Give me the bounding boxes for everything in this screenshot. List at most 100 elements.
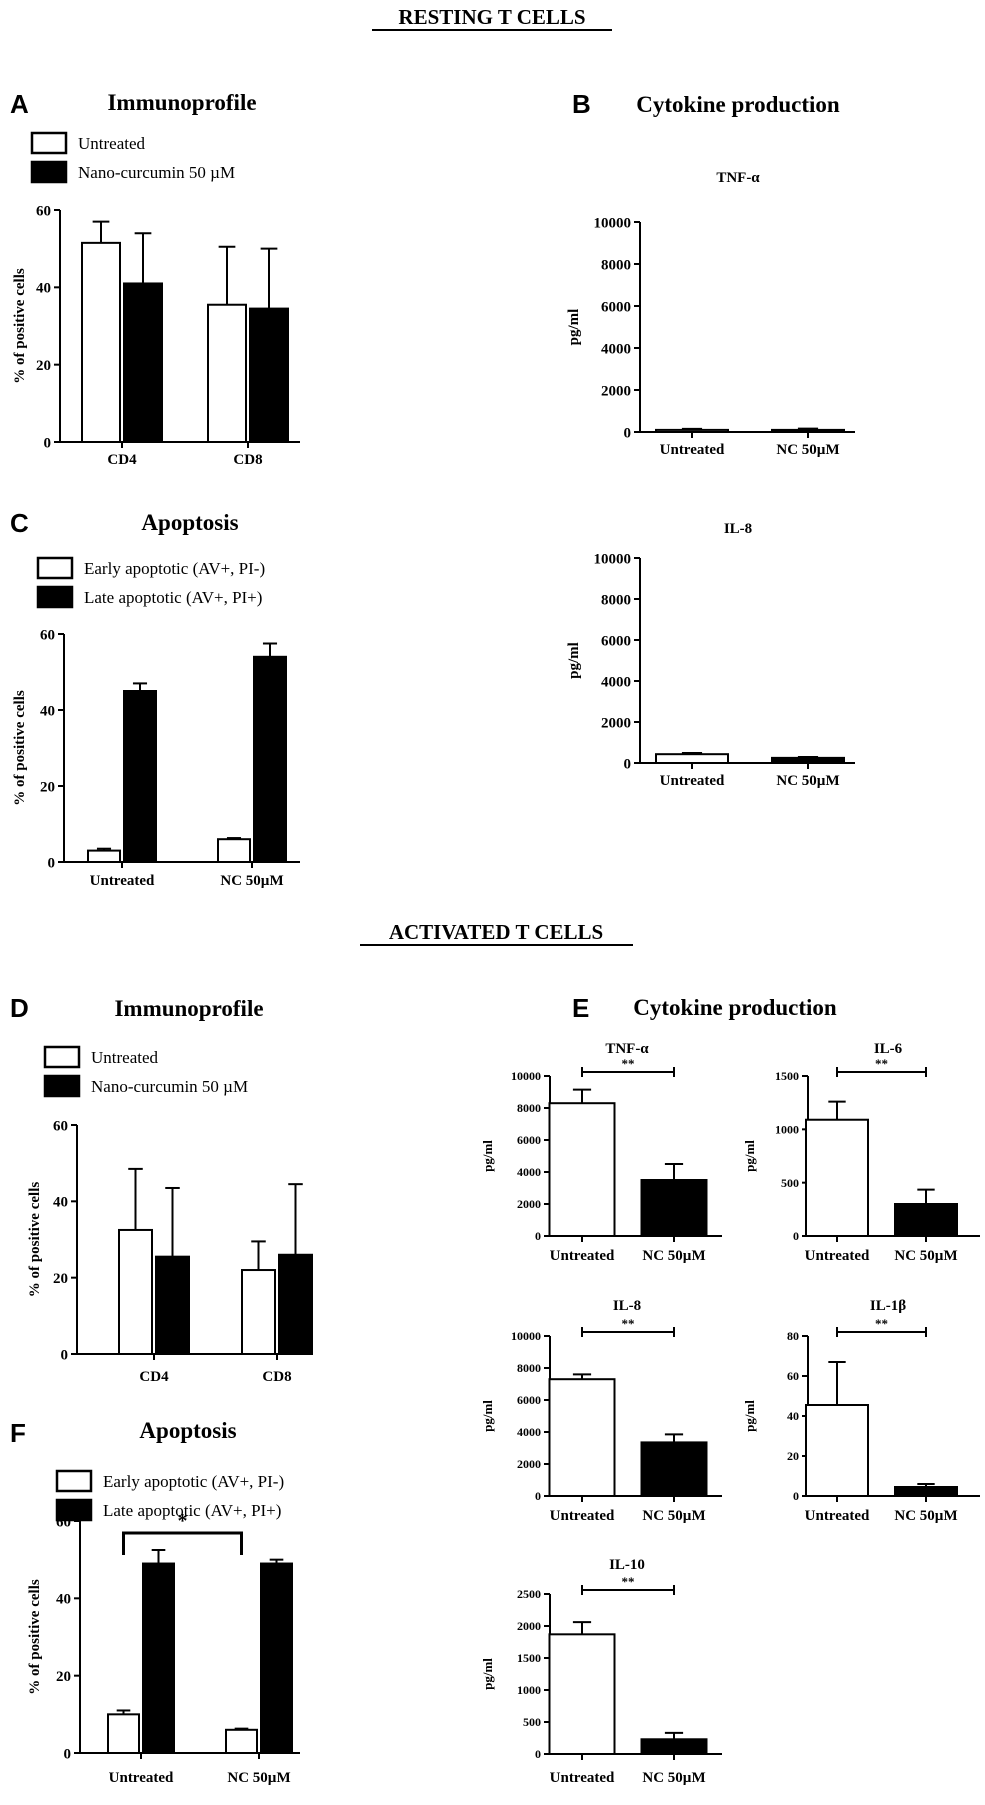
chart-title: IL-8 [724,521,752,537]
chart-c: 0 20 40 60 % of positive cells Untreated NC 50… [12,627,300,889]
y-tick-label: 40 [53,1195,68,1211]
y-tick-label: 6000 [601,299,631,315]
legend-f-label-0: Early apoptotic (AV+, PI-) [103,1472,284,1491]
panel-letter-a: A [10,89,29,119]
legend-f-label-1: Late apoptotic (AV+, PI+) [103,1501,281,1520]
chart-title: IL-6 [874,1041,903,1057]
y-tick-label: 8000 [601,592,631,608]
bar-nc [771,428,845,433]
y-axis-label: % of positive cells [27,1182,43,1298]
panel-title-f: Apoptosis [139,1418,236,1443]
bar-treated [249,307,289,443]
section-title-activated: ACTIVATED T CELLS [389,920,603,944]
y-tick-label: 20 [36,358,51,374]
panel-letter-d: D [10,993,29,1023]
x-tick-label: Untreated [550,1770,615,1786]
x-tick-label: NC 50µM [776,773,839,789]
y-tick-label: 2000 [517,1457,541,1471]
y-tick-label: 10000 [511,1329,541,1343]
chart-title: IL-8 [613,1298,641,1314]
y-tick-label: 20 [787,1449,799,1463]
legend-c-swatch-1 [36,585,74,609]
y-tick-label: 0 [793,1489,799,1503]
legend-a-swatch-0 [30,131,68,155]
y-tick-label: 4000 [601,674,631,690]
panel-title-a: Immunoprofile [107,90,256,115]
chart-title: IL-1β [870,1298,906,1314]
bar-untreated [655,428,729,433]
legend-f-swatch-0 [55,1469,93,1493]
y-tick-label: 1500 [775,1069,799,1083]
bar-nc [894,1486,958,1497]
y-tick-label: 4000 [517,1165,541,1179]
bar-nc [640,1179,708,1237]
chart-b1: 0 2000 4000 6000 8000 10000 pg/ml TNF-α Untreate… [566,170,855,458]
x-tick-label: CD8 [233,452,262,468]
legend-d-label-0: Untreated [91,1048,159,1067]
x-tick-label: Untreated [805,1248,870,1264]
bar-treated [253,655,287,863]
static-labels: RESTING T CELLS ACTIVATED T CELLS A B C D E F Im… [10,5,840,1522]
significance-bracket: ** [581,1574,675,1595]
legend-c-swatch-0 [36,556,74,580]
y-tick-label: 6000 [517,1393,541,1407]
y-axis-label: pg/ml [566,309,582,346]
y-tick-label: 20 [56,1669,71,1685]
chart-d: 0 20 40 60 % of positive cells CD4 CD8 [27,1118,313,1385]
bar-untreated [118,1228,153,1356]
y-axis-label: pg/ml [742,1400,757,1432]
bar-treated [123,690,157,863]
y-tick-label: 1000 [517,1683,541,1697]
x-tick-label: Untreated [805,1508,870,1524]
y-tick-label: 60 [53,1118,68,1134]
chart-e3: 0 2000 4000 6000 8000 10000 pg/ml IL-8 Untreated… [480,1298,722,1524]
significance-bracket: ** [836,1056,927,1077]
y-tick-label: 1500 [517,1651,541,1665]
panel-title-c: Apoptosis [141,510,238,535]
legend-a-label-1: Nano-curcumin 50 µM [78,163,235,182]
panel-letter-f: F [10,1418,26,1448]
y-tick-label: 60 [36,203,51,219]
chart-title: TNF-α [605,1041,649,1057]
bar-treated [278,1253,313,1356]
y-tick-label: 1000 [775,1123,799,1137]
x-tick-label: CD4 [139,1369,169,1385]
bar-nc [894,1203,958,1237]
panel-title-b: Cytokine production [636,92,840,117]
chart-title: IL-10 [609,1557,645,1573]
bar-untreated [655,753,729,764]
x-tick-label: Untreated [90,873,155,889]
legend-a-label-0: Untreated [78,134,146,153]
bar-untreated [241,1269,276,1355]
y-tick-label: 0 [61,1347,69,1363]
y-tick-label: 8000 [601,257,631,273]
y-axis-label: pg/ml [742,1140,757,1172]
y-tick-label: 0 [44,435,52,451]
y-tick-label: 40 [40,703,55,719]
significance-mark: ** [622,1056,635,1071]
chart-b2: 0 2000 4000 6000 8000 10000 pg/ml IL-8 Untreated… [566,521,855,789]
x-tick-label: NC 50µM [642,1770,705,1786]
significance-mark: ** [622,1316,635,1331]
panel-letter-c: C [10,508,29,538]
y-tick-label: 60 [787,1369,799,1383]
x-tick-label: NC 50µM [220,873,283,889]
bar-treated [123,282,163,444]
chart-title: TNF-α [716,170,760,186]
y-tick-label: 0 [624,756,632,772]
x-tick-label: NC 50µM [894,1508,957,1524]
bar-untreated [107,1713,140,1755]
y-tick-label: 0 [535,1489,541,1503]
x-tick-label: Untreated [660,442,725,458]
bar-untreated [81,241,121,443]
bar-treated [260,1562,293,1754]
y-tick-label: 10000 [511,1069,541,1083]
y-tick-label: 4000 [601,341,631,357]
significance-bracket: ** [581,1316,675,1337]
bar-untreated [548,1633,616,1755]
y-tick-label: 20 [53,1271,68,1287]
bar-untreated [207,303,247,443]
chart-e1: 0 2000 4000 6000 8000 10000 pg/ml TNF-α Untreate… [480,1041,722,1264]
